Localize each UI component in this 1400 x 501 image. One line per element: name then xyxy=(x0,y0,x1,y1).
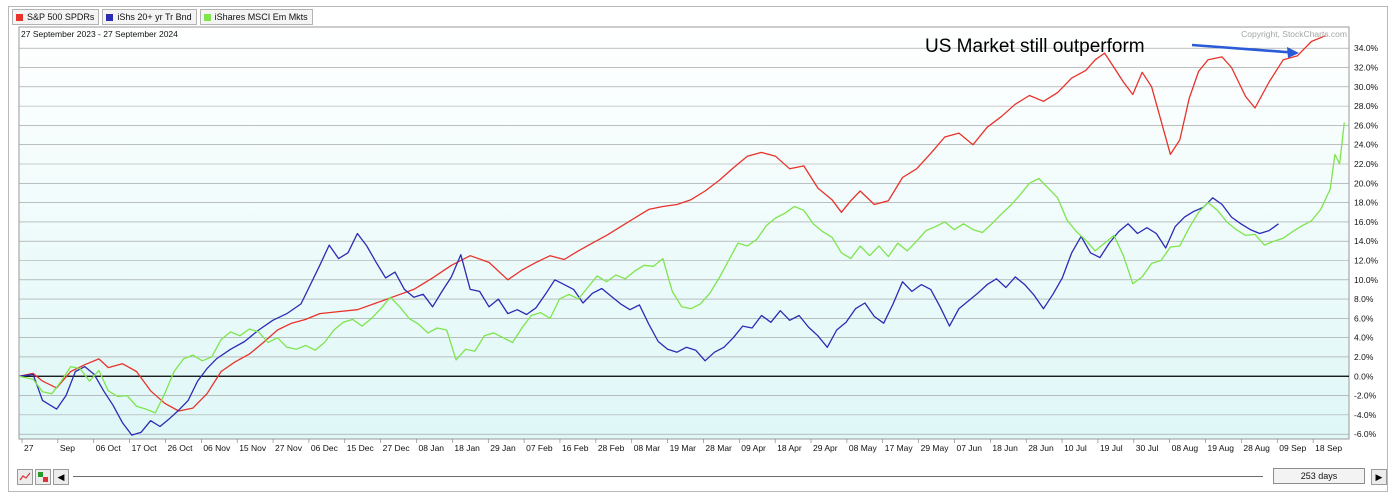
x-tick-label: 29 Jan xyxy=(490,443,516,453)
legend-swatch xyxy=(16,13,23,21)
annotation-arrow-line xyxy=(1191,43,1292,54)
x-tick-label: 27 xyxy=(24,443,34,453)
x-tick-label: 19 Mar xyxy=(670,443,697,453)
x-tick-label: 18 Jun xyxy=(992,443,1018,453)
x-tick-label: 18 Sep xyxy=(1315,443,1342,453)
y-tick-label: 18.0% xyxy=(1354,198,1379,208)
x-tick-label: 28 Jun xyxy=(1028,443,1054,453)
series-line-2 xyxy=(18,122,1345,414)
y-tick-label: 14.0% xyxy=(1354,236,1379,246)
y-tick-label: 4.0% xyxy=(1354,333,1374,343)
x-tick-label: 18 Apr xyxy=(777,443,802,453)
annotation-text: US Market still outperform xyxy=(925,36,1145,57)
x-tick-label: 06 Dec xyxy=(311,443,339,453)
x-tick-label: 28 Aug xyxy=(1243,443,1270,453)
x-tick-label: 27 Dec xyxy=(383,443,411,453)
x-tick-label: 16 Feb xyxy=(562,443,589,453)
x-tick-label: 07 Feb xyxy=(526,443,553,453)
y-tick-label: 32.0% xyxy=(1354,63,1379,73)
x-tick-label: 09 Apr xyxy=(741,443,766,453)
x-tick-label: 29 Apr xyxy=(813,443,838,453)
x-tick-label: 29 May xyxy=(921,443,950,453)
x-tick-label: 06 Nov xyxy=(203,443,231,453)
x-tick-label: 28 Feb xyxy=(598,443,625,453)
scroll-track[interactable] xyxy=(73,476,1263,477)
x-tick-label: 08 Aug xyxy=(1172,443,1199,453)
x-tick-label: 06 Oct xyxy=(96,443,122,453)
y-tick-label: 10.0% xyxy=(1354,275,1379,285)
x-tick-label: 15 Nov xyxy=(239,443,267,453)
legend-swatch xyxy=(106,13,114,21)
legend-swatch xyxy=(203,13,211,21)
scroll-left-button[interactable]: ◀ xyxy=(53,469,69,485)
x-tick-label: 26 Oct xyxy=(167,443,193,453)
x-tick-label: 10 Jul xyxy=(1064,443,1087,453)
legend-item[interactable]: S&P 500 SPDRs xyxy=(12,9,100,25)
series-line-0 xyxy=(18,35,1326,412)
x-tick-label: 07 Jun xyxy=(956,443,982,453)
y-tick-label: 6.0% xyxy=(1354,313,1374,323)
y-tick-label: -4.0% xyxy=(1354,410,1377,420)
legend-item[interactable]: iShs 20+ yr Tr Bnd xyxy=(102,9,197,25)
copyright-label: Copyright, StockCharts.com xyxy=(1241,29,1347,39)
y-tick-label: 24.0% xyxy=(1354,140,1379,150)
annotation-arrow-head xyxy=(1287,47,1299,58)
y-tick-label: 28.0% xyxy=(1354,101,1379,111)
y-tick-label: 2.0% xyxy=(1354,352,1374,362)
days-range-box[interactable]: 253 days xyxy=(1273,468,1365,484)
date-range-label: 27 September 2023 - 27 September 2024 xyxy=(21,29,178,39)
x-tick-label: 17 May xyxy=(885,443,914,453)
x-tick-label: 18 Jan xyxy=(454,443,480,453)
legend-label: iShs 20+ yr Tr Bnd xyxy=(117,12,192,22)
y-tick-label: 12.0% xyxy=(1354,255,1379,265)
series-line-1 xyxy=(18,197,1279,436)
x-tick-label: 30 Jul xyxy=(1136,443,1159,453)
x-tick-label: 08 Jan xyxy=(419,443,445,453)
y-tick-label: 0.0% xyxy=(1354,371,1374,381)
x-tick-label: 08 Mar xyxy=(634,443,661,453)
y-tick-label: 16.0% xyxy=(1354,217,1379,227)
y-tick-label: 8.0% xyxy=(1354,294,1374,304)
x-tick-label: 17 Oct xyxy=(132,443,158,453)
line-chart-toggle-icon[interactable] xyxy=(17,469,33,485)
y-tick-label: 30.0% xyxy=(1354,82,1379,92)
chart-frame: S&P 500 SPDRs iShs 20+ yr Tr Bnd iShares M… xyxy=(8,6,1388,492)
y-tick-label: -6.0% xyxy=(1354,429,1377,439)
legend-label: iShares MSCI Em Mkts xyxy=(214,12,308,22)
x-tick-label: 27 Nov xyxy=(275,443,303,453)
x-tick-label: Sep xyxy=(60,443,75,453)
scroll-right-button[interactable]: ▶ xyxy=(1371,469,1387,485)
x-tick-label: 15 Dec xyxy=(347,443,375,453)
scroll-bar: ◀ 253 days ▶ xyxy=(9,463,1387,491)
y-tick-label: 20.0% xyxy=(1354,178,1379,188)
x-tick-label: 28 Mar xyxy=(705,443,732,453)
x-tick-label: 08 May xyxy=(849,443,878,453)
y-tick-label: -2.0% xyxy=(1354,391,1377,401)
chart-svg: -6.0% -4.0% -2.0% 0.0% 2.0% 4.0% 6.0% 8.0% 10.0%… xyxy=(18,26,1379,453)
y-tick-label: 22.0% xyxy=(1354,159,1379,169)
x-tick-label: 19 Aug xyxy=(1208,443,1235,453)
legend-bar: S&P 500 SPDRs iShs 20+ yr Tr Bnd iShares M… xyxy=(9,7,1387,27)
legend-label: S&P 500 SPDRs xyxy=(27,12,95,22)
x-tick-label: 09 Sep xyxy=(1279,443,1306,453)
x-tick-label: 19 Jul xyxy=(1100,443,1123,453)
color-scheme-icon[interactable] xyxy=(35,469,51,485)
plot-area xyxy=(18,26,1350,440)
y-tick-label: 34.0% xyxy=(1354,43,1379,53)
y-tick-label: 26.0% xyxy=(1354,120,1379,130)
legend-item[interactable]: iShares MSCI Em Mkts xyxy=(199,9,313,25)
